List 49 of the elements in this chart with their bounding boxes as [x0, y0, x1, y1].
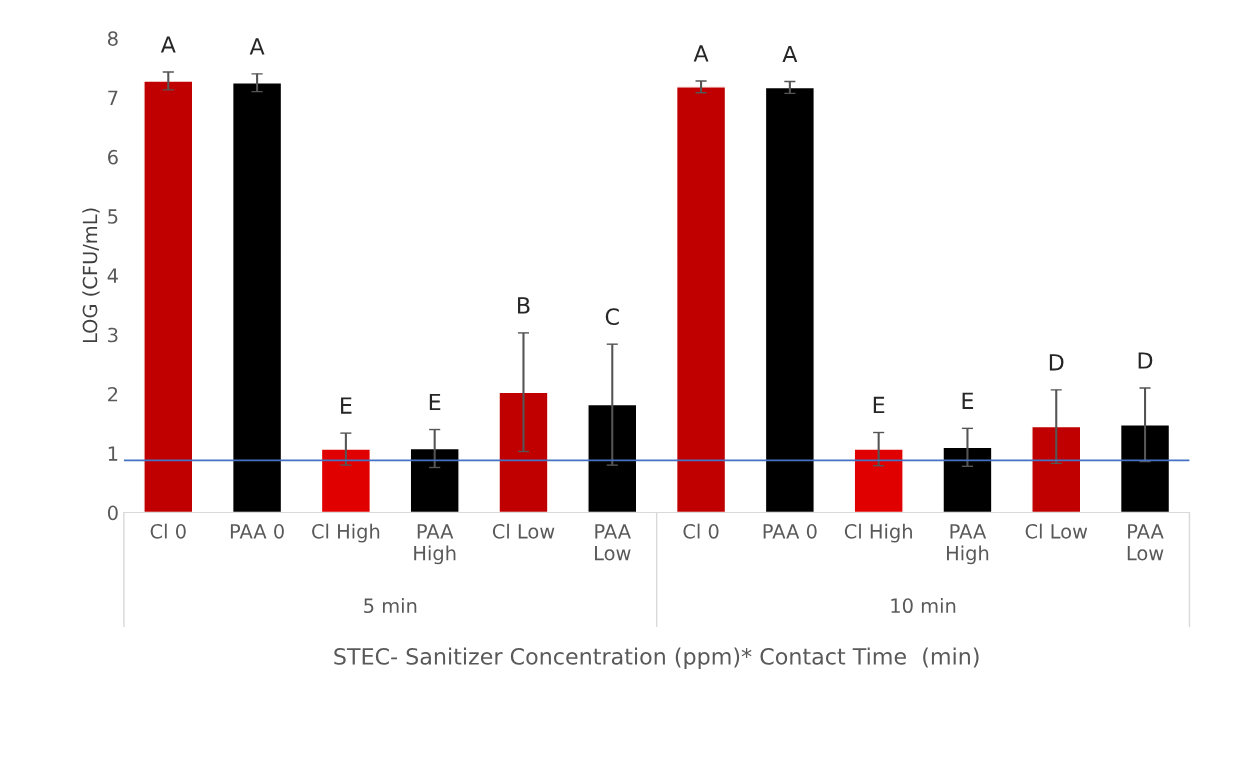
- y-tick-label: 7: [108, 90, 118, 105]
- x-tick-label: PAA Low: [595, 524, 631, 561]
- y-axis-title: LOG (CFU/mL): [82, 208, 100, 343]
- annotation: A: [693, 45, 709, 62]
- y-tick-label: 3: [108, 327, 118, 343]
- annotation: D: [1138, 352, 1153, 369]
- annotation: B: [518, 297, 530, 314]
- annotation: A: [249, 38, 265, 55]
- annotation: E: [873, 396, 885, 414]
- y-tick-label: 0: [107, 505, 118, 521]
- x-tick-label: PAA High: [947, 524, 989, 565]
- y-tick-label: 1: [108, 446, 118, 461]
- x-tick-label: Cl High: [844, 523, 912, 543]
- annotation: E: [429, 393, 441, 411]
- y-tick-label: 6: [108, 149, 118, 165]
- x-tick-label: Cl High: [312, 523, 380, 543]
- bar: [320, 448, 372, 513]
- bar: [675, 86, 727, 513]
- bar: [764, 86, 815, 513]
- bar: [942, 446, 993, 513]
- bar: [409, 447, 460, 513]
- x-tick-label: Cl 0: [150, 523, 186, 539]
- x-axis-title: STEC- Sanitizer Concentration (ppm)* Contact Time (min): [334, 647, 979, 670]
- x-tick-label: Cl 0: [683, 523, 719, 539]
- bar: [498, 391, 549, 513]
- x-tick-label: PAA 0: [763, 524, 817, 539]
- x-tick-label: Cl Low: [492, 523, 555, 539]
- text: 5 min: [364, 598, 417, 614]
- bar: [231, 82, 283, 513]
- bar: [143, 80, 194, 513]
- bar: [853, 448, 904, 513]
- x-tick-label: PAA Low: [1127, 524, 1164, 561]
- annotation: A: [782, 45, 798, 63]
- y-tick-label: 5: [108, 209, 118, 224]
- annotation: E: [962, 392, 974, 409]
- y-tick-label: 4: [107, 268, 118, 283]
- annotation: E: [341, 397, 352, 414]
- y-tick-label: 2: [108, 386, 118, 402]
- bar: [587, 403, 638, 513]
- annotation: D: [1049, 354, 1064, 371]
- annotation: A: [160, 36, 176, 53]
- text: 10 min: [891, 598, 956, 614]
- x-tick-label: PAA High: [414, 524, 456, 565]
- x-tick-label: PAA 0: [230, 524, 284, 539]
- annotation: C: [605, 308, 619, 326]
- bar: [1119, 424, 1171, 513]
- bar: [1031, 425, 1082, 513]
- y-tick-label: 8: [107, 31, 118, 46]
- x-tick-label: Cl Low: [1025, 523, 1088, 539]
